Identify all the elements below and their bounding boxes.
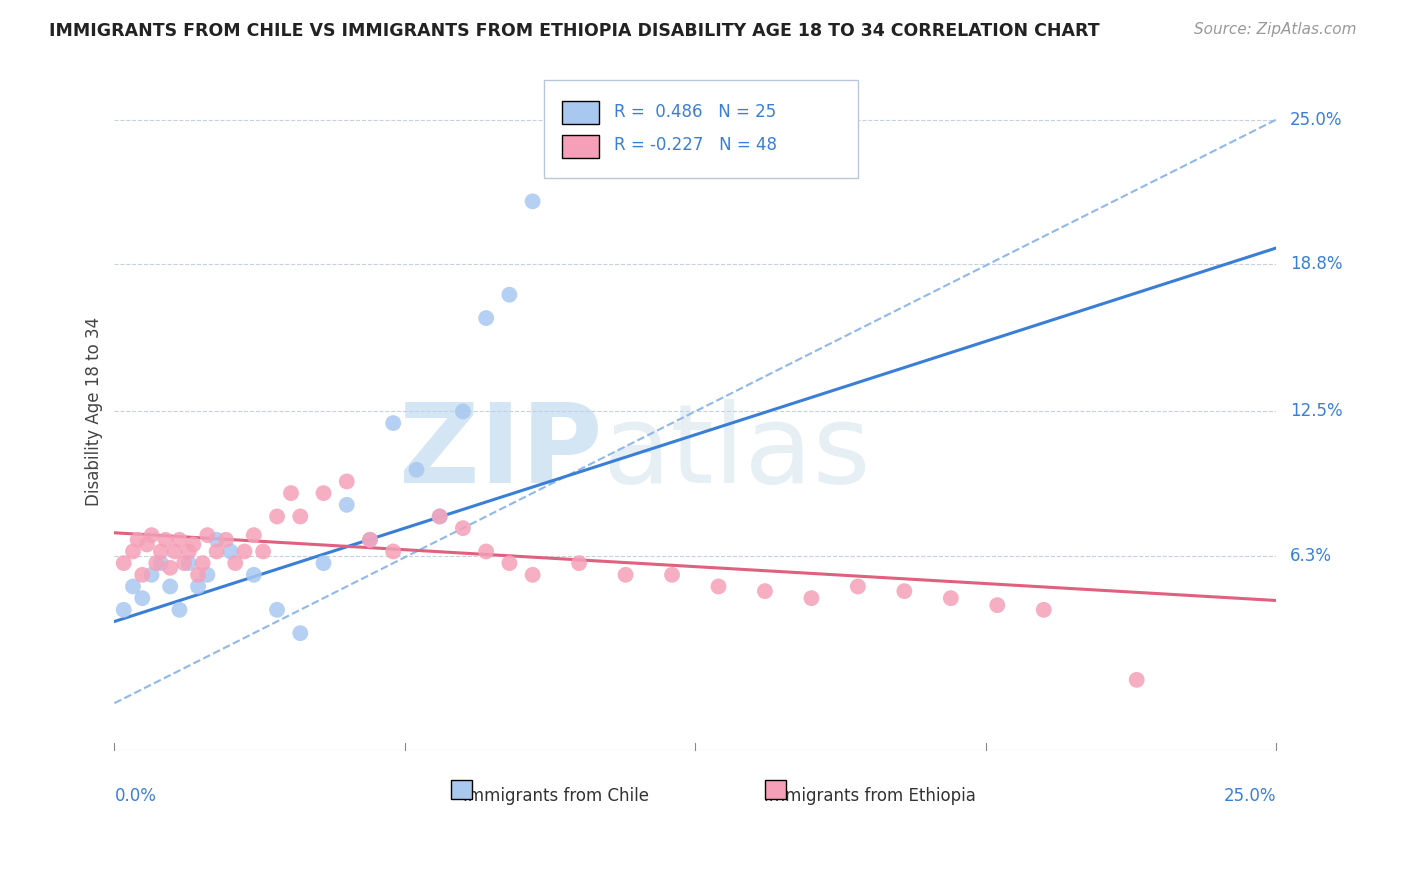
Text: R =  0.486   N = 25: R = 0.486 N = 25 (614, 103, 776, 120)
Point (173, 556, 195, 570)
Point (451, 404, 474, 418)
Point (122, 544, 145, 558)
Point (224, 556, 246, 570)
Text: 6.3%: 6.3% (1291, 547, 1331, 566)
Point (131, 591, 153, 606)
Point (195, 567, 218, 582)
Point (141, 567, 163, 582)
Text: IMMIGRANTS FROM CHILE VS IMMIGRANTS FROM ETHIOPIA DISABILITY AGE 18 TO 34 CORREL: IMMIGRANTS FROM CHILE VS IMMIGRANTS FROM… (49, 22, 1099, 40)
Point (522, 194, 544, 209)
FancyBboxPatch shape (451, 780, 472, 799)
Point (568, 556, 591, 570)
Point (122, 579, 145, 593)
Point (661, 567, 683, 582)
Point (205, 544, 228, 558)
Point (233, 544, 256, 558)
Point (336, 475, 359, 489)
Point (498, 287, 520, 301)
Point (205, 533, 228, 547)
Point (986, 598, 1008, 612)
Text: 25.0%: 25.0% (1223, 787, 1277, 805)
FancyBboxPatch shape (765, 780, 786, 799)
Point (290, 626, 312, 640)
Point (191, 556, 214, 570)
Point (336, 498, 359, 512)
Text: 12.5%: 12.5% (1291, 402, 1343, 420)
Text: 18.8%: 18.8% (1291, 255, 1343, 273)
Point (177, 544, 200, 558)
Point (614, 567, 637, 582)
Point (429, 509, 451, 524)
Y-axis label: Disability Age 18 to 34: Disability Age 18 to 34 (86, 317, 103, 506)
Text: atlas: atlas (602, 399, 870, 506)
Point (266, 603, 288, 617)
Text: Immigrants from Ethiopia: Immigrants from Ethiopia (763, 787, 976, 805)
Point (183, 537, 205, 551)
Point (475, 311, 498, 326)
Point (187, 567, 209, 582)
Point (215, 533, 238, 547)
Point (163, 544, 186, 558)
Point (893, 584, 915, 599)
Text: Immigrants from Chile: Immigrants from Chile (463, 787, 648, 805)
Point (312, 556, 335, 570)
Point (136, 537, 159, 551)
Point (252, 544, 274, 558)
Point (141, 528, 163, 542)
Point (149, 556, 172, 570)
Point (280, 486, 302, 500)
Point (127, 533, 149, 547)
Point (169, 533, 191, 547)
Point (290, 509, 312, 524)
Point (243, 567, 266, 582)
Point (754, 584, 776, 599)
Point (359, 533, 381, 547)
Point (451, 521, 474, 535)
FancyBboxPatch shape (561, 135, 599, 158)
Point (846, 579, 869, 593)
Point (429, 509, 451, 524)
Point (266, 509, 288, 524)
Point (382, 416, 405, 430)
Point (405, 463, 427, 477)
Point (312, 486, 335, 500)
Point (169, 603, 191, 617)
FancyBboxPatch shape (561, 101, 599, 124)
Point (382, 544, 405, 558)
Point (195, 528, 218, 542)
FancyBboxPatch shape (544, 79, 858, 178)
Point (522, 567, 544, 582)
Text: R = -0.227   N = 48: R = -0.227 N = 48 (614, 136, 778, 154)
Point (1032, 603, 1054, 617)
Text: ZIP: ZIP (399, 399, 602, 506)
Point (149, 544, 172, 558)
Text: 25.0%: 25.0% (1291, 111, 1343, 128)
Point (159, 579, 181, 593)
Point (177, 556, 200, 570)
Point (1125, 673, 1147, 687)
Point (498, 556, 520, 570)
Point (112, 556, 135, 570)
Point (219, 544, 242, 558)
Point (800, 591, 823, 606)
Point (707, 579, 730, 593)
Point (112, 603, 135, 617)
Point (939, 591, 962, 606)
Point (187, 579, 209, 593)
Point (243, 528, 266, 542)
Text: 0.0%: 0.0% (114, 787, 156, 805)
Text: Source: ZipAtlas.com: Source: ZipAtlas.com (1194, 22, 1357, 37)
Point (159, 561, 181, 575)
Point (475, 544, 498, 558)
Point (131, 567, 153, 582)
Point (155, 533, 177, 547)
Point (359, 533, 381, 547)
Point (145, 556, 167, 570)
